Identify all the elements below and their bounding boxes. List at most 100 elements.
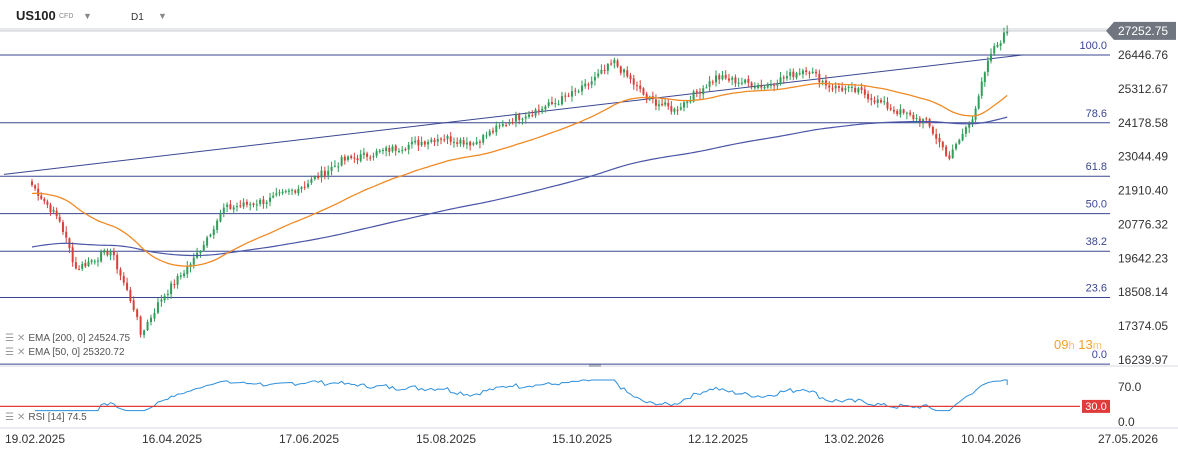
candle-body[interactable] [488,131,491,136]
candle-body[interactable] [574,90,577,92]
candle-body[interactable] [378,150,381,152]
candle-body[interactable] [255,204,258,206]
candle-body[interactable] [524,116,527,119]
candle-body[interactable] [547,102,550,107]
candle-body[interactable] [394,145,397,151]
candle-body[interactable] [731,77,734,80]
candle-body[interactable] [71,247,74,263]
candle-body[interactable] [249,204,252,206]
candle-body[interactable] [968,123,971,128]
candle-body[interactable] [811,71,814,74]
candle-body[interactable] [619,66,622,73]
candle-body[interactable] [623,69,626,73]
candle-body[interactable] [495,125,498,133]
candle-body[interactable] [52,209,55,212]
ema50-line[interactable] [31,82,1008,267]
candle-body[interactable] [459,139,462,144]
candle-body[interactable] [679,107,682,110]
candle-body[interactable] [769,84,772,86]
symbol-dropdown-icon[interactable]: ▼ [83,11,92,21]
candle-body[interactable] [886,102,889,109]
candle-body[interactable] [281,191,284,194]
candle-body[interactable] [847,86,850,88]
candle-body[interactable] [475,141,478,145]
candle-body[interactable] [821,80,824,83]
candle-body[interactable] [84,263,87,267]
candle-body[interactable] [209,234,212,237]
ema200-legend[interactable]: ☰ ✕ EMA [200, 0] 24524.75 [5,333,130,344]
candle-body[interactable] [626,70,629,77]
candle-body[interactable] [337,166,340,168]
candle-body[interactable] [734,77,737,84]
symbol-label[interactable]: US100 [16,8,56,23]
candle-body[interactable] [366,153,369,157]
candle-body[interactable] [222,207,225,213]
candle-body[interactable] [945,146,948,156]
candle-body[interactable] [534,109,537,116]
candle-body[interactable] [686,101,689,104]
candle-body[interactable] [744,79,747,83]
candle-body[interactable] [485,135,488,137]
ema50-legend[interactable]: ☰ ✕ EMA [50, 0] 25320.72 [5,347,125,358]
candle-body[interactable] [146,321,149,330]
candle-body[interactable] [518,114,521,120]
candle-body[interactable] [375,151,378,156]
candle-body[interactable] [232,207,235,210]
candle-body[interactable] [773,84,776,86]
candle-body[interactable] [521,118,524,120]
candle-body[interactable] [46,201,49,205]
candle-body[interactable] [340,157,343,166]
candle-body[interactable] [909,112,912,115]
candle-body[interactable] [129,289,132,301]
candle-body[interactable] [508,122,511,125]
candle-body[interactable] [492,130,495,133]
candle-body[interactable] [206,237,209,246]
candle-body[interactable] [789,72,792,76]
rsi-legend[interactable]: ☰ ✕ RSI [14] 74.5 [5,412,87,423]
candle-body[interactable] [661,103,664,106]
candle-body[interactable] [440,138,443,140]
candle-body[interactable] [183,273,186,277]
candle-body[interactable] [718,75,721,80]
candle-body[interactable] [570,91,573,97]
candle-body[interactable] [61,222,64,232]
candle-body[interactable] [219,213,222,222]
candle-body[interactable] [664,102,667,105]
candle-body[interactable] [993,46,996,54]
candle-body[interactable] [931,127,934,134]
candle-body[interactable] [673,108,676,112]
candle-body[interactable] [414,140,417,143]
candle-body[interactable] [721,75,724,80]
candle-body[interactable] [436,138,439,142]
candle-body[interactable] [465,142,468,145]
candle-body[interactable] [689,101,692,103]
candle-body[interactable] [550,102,553,104]
candle-body[interactable] [658,104,661,107]
candle-body[interactable] [844,88,847,91]
candle-body[interactable] [176,276,179,285]
menu-icon[interactable]: ☰ [5,412,14,423]
candle-body[interactable] [262,199,265,204]
candle-body[interactable] [584,83,587,87]
candle-body[interactable] [610,63,613,65]
candle-body[interactable] [918,118,921,123]
candle-body[interactable] [343,156,346,161]
candle-body[interactable] [925,118,928,120]
candle-body[interactable] [955,144,958,149]
candle-body[interactable] [391,146,394,152]
candle-body[interactable] [242,202,245,207]
candle-body[interactable] [40,195,43,199]
candle-body[interactable] [449,136,452,142]
candle-body[interactable] [87,261,90,267]
menu-icon[interactable]: ☰ [5,347,14,358]
candle-body[interactable] [892,109,895,112]
candle-body[interactable] [49,204,52,213]
candle-body[interactable] [938,137,941,143]
candle-body[interactable] [472,143,475,145]
candle-body[interactable] [307,183,310,188]
candle-body[interactable] [715,75,718,83]
candle-body[interactable] [156,302,159,313]
candle-body[interactable] [880,100,883,103]
